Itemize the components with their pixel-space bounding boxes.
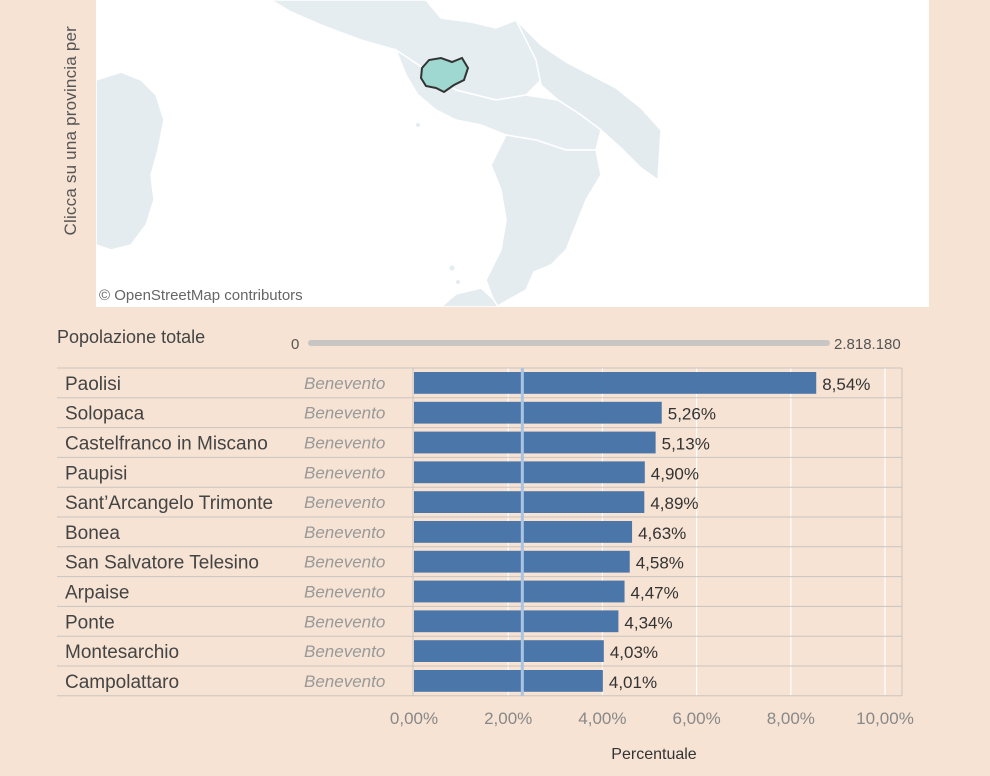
map-island [449, 265, 455, 271]
province-label: Benevento [304, 672, 385, 691]
x-tick-label: 0,00% [390, 709, 438, 728]
value-label: 4,47% [631, 584, 679, 603]
map-region-sardinia[interactable] [96, 71, 165, 251]
map[interactable]: © OpenStreetMap contributors [96, 0, 929, 307]
province-label: Benevento [304, 434, 385, 453]
municipality-label: Paolisi [65, 374, 121, 395]
province-label: Benevento [304, 404, 385, 423]
x-tick-label: 4,00% [578, 709, 626, 728]
municipality-label: Campolattaro [65, 672, 179, 693]
value-label: 8,54% [822, 375, 870, 394]
x-axis-title: Percentuale [611, 746, 696, 763]
x-tick-label: 10,00% [856, 709, 914, 728]
value-label: 4,58% [636, 554, 684, 573]
municipality-label: Arpaise [65, 583, 129, 604]
bar[interactable] [414, 580, 625, 603]
population-slider[interactable] [308, 340, 830, 346]
value-label: 4,90% [651, 464, 699, 483]
municipality-label: San Salvatore Telesino [65, 553, 259, 574]
municipality-label: Paupisi [65, 463, 127, 484]
value-label: 5,26% [668, 405, 716, 424]
province-label: Benevento [304, 553, 385, 572]
map-region-puglia[interactable] [515, 19, 662, 182]
bar[interactable] [414, 401, 662, 424]
province-label: Benevento [304, 493, 385, 512]
map-island [456, 280, 460, 284]
map-region-calabria[interactable] [485, 134, 602, 307]
map-region-sicily[interactable] [439, 287, 499, 307]
bar[interactable] [414, 610, 619, 633]
province-label: Benevento [304, 463, 385, 482]
osm-credit[interactable]: © OpenStreetMap contributors [97, 287, 305, 304]
x-tick-label: 2,00% [484, 709, 532, 728]
map-canvas[interactable] [96, 0, 929, 307]
value-label: 4,34% [624, 613, 672, 632]
x-tick-label: 6,00% [672, 709, 720, 728]
bar[interactable] [414, 372, 817, 394]
population-filter-max: 2.818.180 [834, 336, 901, 353]
value-label: 4,01% [609, 673, 657, 692]
province-label: Benevento [304, 374, 385, 393]
value-label: 4,89% [650, 494, 698, 513]
map-province-highlighted[interactable] [419, 56, 470, 94]
bar[interactable] [414, 640, 604, 662]
value-label: 4,63% [638, 524, 686, 543]
province-label: Benevento [304, 583, 385, 602]
bar[interactable] [414, 461, 645, 484]
value-label: 4,03% [610, 643, 658, 662]
province-label: Benevento [304, 642, 385, 661]
bar[interactable] [414, 431, 656, 454]
municipality-label: Castelfranco in Miscano [65, 434, 268, 455]
municipality-label: Sant’Arcangelo Trimonte [65, 493, 273, 514]
province-label: Benevento [304, 523, 385, 542]
population-filter-min: 0 [291, 336, 300, 353]
municipality-label: Ponte [65, 612, 115, 633]
municipality-label: Solopaca [65, 404, 145, 425]
bar[interactable] [414, 491, 645, 513]
bar[interactable] [414, 670, 603, 692]
value-label: 5,13% [662, 435, 710, 454]
map-island [416, 123, 420, 127]
x-tick-label: 8,00% [767, 709, 815, 728]
municipality-label: Bonea [65, 523, 120, 544]
province-label: Benevento [304, 612, 385, 631]
municipality-label: Montesarchio [65, 642, 179, 663]
population-filter-label: Popolazione totale [57, 327, 206, 347]
